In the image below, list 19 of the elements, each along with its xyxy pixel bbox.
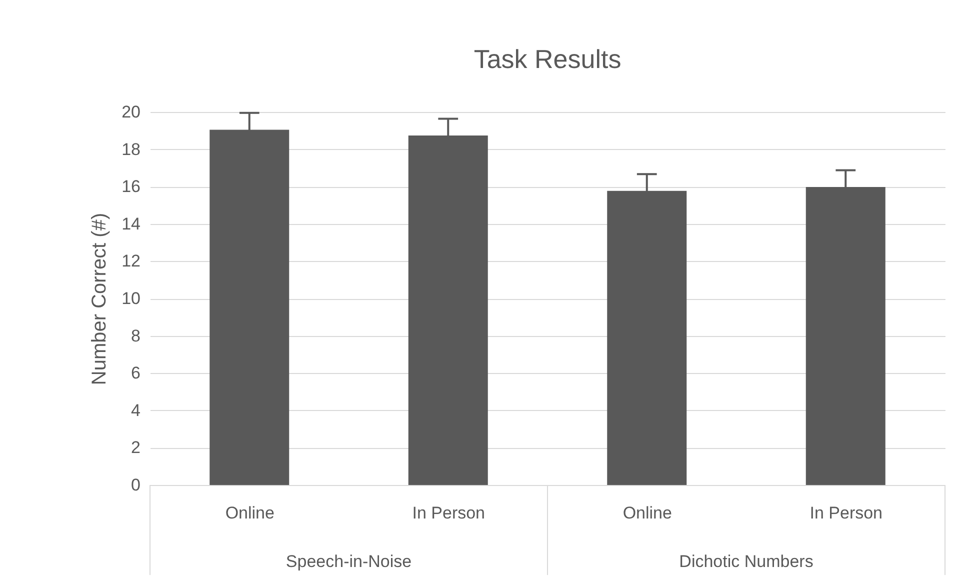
y-tick-label: 20 [122, 102, 140, 122]
y-tick-label: 4 [131, 400, 140, 420]
y-tick-label: 2 [131, 438, 140, 458]
text: Speech-in-Noise [286, 552, 412, 571]
text: Dichotic Numbers [679, 552, 814, 571]
y-tick-label: 6 [131, 364, 140, 383]
y-tick-label: 12 [122, 252, 140, 271]
y-tick-label: 16 [122, 177, 140, 196]
y-tick-label: 8 [131, 326, 140, 346]
y-axis-title: Number Correct (#) [88, 212, 111, 386]
x-tick-label: In Person [810, 504, 883, 522]
x-tick-label: Online [225, 504, 274, 522]
y-tick-label: 0 [131, 476, 140, 494]
x-tick-label: In Person [412, 504, 486, 522]
y-tick-label: 10 [122, 289, 140, 308]
x-tick-label: Online [622, 504, 672, 522]
y-tick-label: 14 [122, 214, 140, 234]
y-tick-label: 18 [122, 140, 140, 159]
chart-title: Task Results [474, 44, 622, 74]
